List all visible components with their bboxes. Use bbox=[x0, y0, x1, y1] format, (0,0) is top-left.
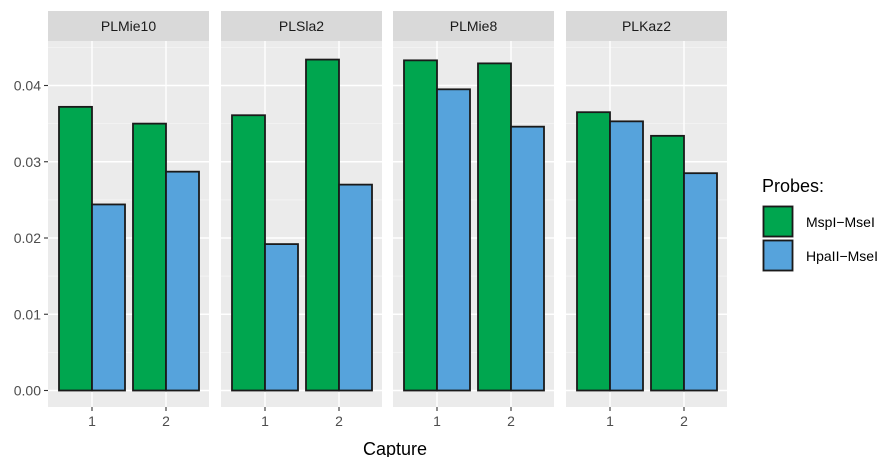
facet-PLSla2: PLSla2 1 2 bbox=[221, 11, 382, 429]
x-tick-label: 1 bbox=[88, 413, 96, 429]
bar-PLSla2-capture2-hpaii bbox=[338, 183, 373, 392]
facet-strip bbox=[566, 11, 727, 41]
bar-PLKaz2-capture1-hpaii bbox=[609, 120, 644, 392]
facet-panels: PLMie10 1 2 PLSla2 1 2 PLMie8 1 2 PLKaz2 1 2 bbox=[48, 11, 727, 429]
bar-PLMie10-capture2-hpaii bbox=[165, 170, 200, 392]
legend-label: MspI−MseI bbox=[806, 214, 875, 230]
bar-PLSla2-capture1-hpaii bbox=[264, 243, 299, 392]
facet-strip-label: PLMie8 bbox=[450, 18, 498, 34]
bar-PLMie8-capture2-hpaii bbox=[510, 125, 545, 392]
x-tick-label: 2 bbox=[680, 413, 688, 429]
x-tick-label: 1 bbox=[433, 413, 441, 429]
legend-label: HpaII−MseI bbox=[806, 248, 878, 264]
bar-PLKaz2-capture2-mspi bbox=[650, 134, 685, 392]
bar-PLMie10-capture2-mspi bbox=[132, 122, 167, 392]
facet-strip bbox=[393, 11, 554, 41]
bar-PLMie8-capture2-mspi bbox=[477, 62, 512, 392]
bar-PLMie8-capture1-hpaii bbox=[436, 88, 471, 392]
bar-PLMie8-capture1-mspi bbox=[403, 59, 438, 392]
facet-PLKaz2: PLKaz2 1 2 bbox=[566, 11, 727, 429]
x-tick-label: 1 bbox=[606, 413, 614, 429]
x-tick-label: 1 bbox=[261, 413, 269, 429]
facet-strip-label: PLKaz2 bbox=[622, 18, 671, 34]
bar-PLSla2-capture1-mspi bbox=[231, 114, 266, 392]
bar-PLSla2-capture2-mspi bbox=[305, 58, 340, 392]
y-tick-label: 0.01 bbox=[14, 306, 41, 322]
x-tick-label: 2 bbox=[162, 413, 170, 429]
facet-strip-label: PLMie10 bbox=[101, 18, 156, 34]
y-tick-label: 0.04 bbox=[14, 78, 41, 94]
legend-swatch bbox=[762, 239, 794, 272]
x-tick-label: 2 bbox=[507, 413, 515, 429]
facet-strip-label: PLSla2 bbox=[279, 18, 324, 34]
y-axis: 0.00 0.01 0.02 0.03 0.04 bbox=[14, 78, 48, 399]
y-tick-label: 0.00 bbox=[14, 383, 41, 399]
y-tick-label: 0.03 bbox=[14, 154, 41, 170]
facet-PLMie10: PLMie10 1 2 bbox=[48, 11, 209, 429]
legend-title: Probes: bbox=[762, 176, 824, 196]
bar-PLKaz2-capture1-mspi bbox=[576, 111, 611, 392]
facet-strip bbox=[221, 11, 382, 41]
legend: Probes: MspI−MseI HpaII−MseI bbox=[762, 176, 878, 272]
bar-PLMie10-capture1-mspi bbox=[58, 105, 93, 392]
bar-PLKaz2-capture2-hpaii bbox=[683, 172, 718, 392]
legend-swatch bbox=[762, 205, 794, 238]
x-tick-label: 2 bbox=[335, 413, 343, 429]
x-axis-title: Capture bbox=[363, 439, 427, 457]
facet-strip bbox=[48, 11, 209, 41]
facet-PLMie8: PLMie8 1 2 bbox=[393, 11, 554, 429]
y-tick-label: 0.02 bbox=[14, 230, 41, 246]
bar-PLMie10-capture1-hpaii bbox=[91, 203, 126, 392]
